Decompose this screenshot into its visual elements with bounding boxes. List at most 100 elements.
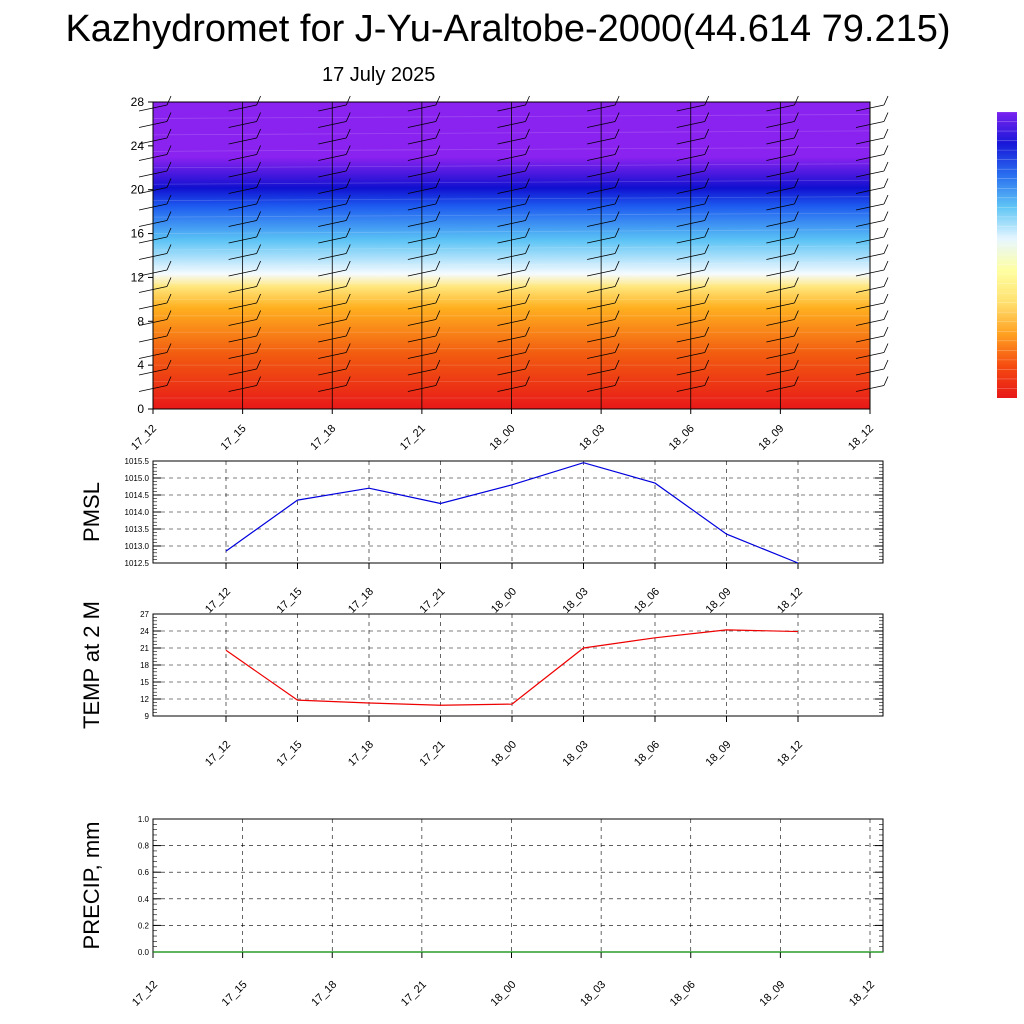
wind-barb-flag	[435, 244, 441, 254]
wind-barb-flag	[345, 194, 351, 205]
wind-barb-flag	[525, 128, 530, 139]
wind-barb-flag	[256, 145, 261, 155]
wind-barb-flag	[435, 293, 441, 304]
wind-barb-flag	[166, 343, 172, 353]
wind-barb-flag	[345, 326, 351, 337]
wind-barb-flag	[435, 95, 441, 106]
wind-barb-flag	[435, 277, 441, 287]
y-tick-label: 1.0	[138, 815, 150, 824]
wind-barb-flag	[614, 211, 620, 221]
wind-barb-flag	[435, 260, 441, 271]
x-tick-label: 18_00	[488, 423, 518, 453]
wind-barb-flag	[704, 244, 710, 254]
wind-barb-flag	[704, 178, 710, 188]
y-tick-label: 1014.0	[125, 508, 150, 517]
wind-barb-flag	[345, 359, 351, 370]
wind-barb-flag	[256, 211, 261, 221]
x-tick-label: 18_03	[577, 423, 607, 453]
wind-barb-flag	[525, 112, 530, 122]
wind-barb-flag	[704, 359, 710, 370]
wind-barb-flag	[435, 310, 441, 320]
wind-barb-flag	[883, 343, 889, 353]
wind-barb-flag	[704, 194, 710, 205]
wind-barb-flag	[525, 376, 530, 386]
y-axis-label: PRECIP, mm	[79, 822, 104, 950]
wind-barb-flag	[614, 326, 620, 337]
wind-barb-flag	[525, 95, 530, 106]
wind-barb-flag	[435, 161, 441, 172]
x-tick-label: 17_21	[418, 586, 448, 616]
y-tick-label: 0.6	[138, 868, 150, 877]
wind-barb-flag	[345, 112, 351, 122]
wind-barb-flag	[166, 359, 172, 370]
wind-barb-flag	[614, 194, 620, 205]
wind-barb-flag	[166, 376, 172, 386]
wind-barb-flag	[345, 211, 351, 221]
wind-barb-flag	[256, 376, 261, 386]
wind-barb-flag	[704, 376, 710, 386]
wind-barb-flag	[794, 194, 799, 205]
wind-barb-flag	[256, 227, 261, 238]
wind-barb-flag	[794, 211, 799, 221]
wind-barb-flag	[704, 161, 710, 172]
wind-barb-flag	[166, 211, 172, 221]
y-axis-label: TEMP at 2 M	[79, 601, 104, 729]
wind-barb-flag	[883, 376, 889, 386]
wind-barb-flag	[166, 310, 172, 320]
wind-barb-flag	[525, 161, 530, 172]
y-tick-label: 28	[131, 95, 145, 109]
wind-barb-flag	[256, 112, 261, 122]
x-tick-label: 17_21	[398, 423, 428, 453]
wind-barb-flag	[794, 343, 799, 353]
x-tick-label: 18_06	[668, 979, 698, 1009]
wind-barb-flag	[435, 145, 441, 155]
wind-barb-flag	[614, 293, 620, 304]
temp-panel: 9 12 15 18 21 24 27 17_12 17_15 17_18 17_21 18_00 18…	[79, 601, 884, 769]
wind-barb-flag	[166, 95, 172, 106]
wind-barb-flag	[704, 145, 710, 155]
x-tick-label: 18_12	[847, 979, 877, 1009]
x-tick-label: 18_06	[632, 739, 662, 769]
wind-barb-flag	[166, 244, 172, 254]
wind-barb-flag	[525, 194, 530, 205]
chart-date: 17 July 2025	[322, 64, 436, 86]
wind-barb-flag	[166, 277, 172, 287]
wind-barb-flag	[704, 326, 710, 337]
wind-barb-flag	[435, 178, 441, 188]
wind-barb-flag	[345, 260, 351, 271]
wind-barb-flag	[435, 112, 441, 122]
wind-barb-flag	[614, 376, 620, 386]
wind-barb-flag	[704, 227, 710, 238]
wind-barb-flag	[794, 95, 799, 106]
wind-barb-flag	[166, 161, 172, 172]
wind-barb-flag	[794, 310, 799, 320]
y-tick-label: 1015.0	[125, 474, 150, 483]
wind-barb-flag	[525, 211, 530, 221]
wind-barb-flag	[704, 260, 710, 271]
wind-barb-flag	[525, 244, 530, 254]
wind-barb-flag	[883, 178, 889, 188]
y-tick-label: 0.0	[138, 948, 150, 957]
wind-barb-flag	[435, 376, 441, 386]
x-tick-label: 18_03	[561, 739, 591, 769]
wind-barb-flag	[794, 178, 799, 188]
wind-barb-flag	[704, 112, 710, 122]
wind-barb-flag	[256, 128, 261, 139]
wind-barb-flag	[704, 310, 710, 320]
wind-barb-flag	[883, 145, 889, 155]
x-tick-label: 17_18	[346, 586, 376, 616]
wind-barb-flag	[614, 244, 620, 254]
wind-barb-flag	[345, 310, 351, 320]
wind-barb-flag	[883, 244, 889, 254]
wind-barb-flag	[345, 178, 351, 188]
wind-barb-flag	[525, 227, 530, 238]
x-tick-label: 18_00	[489, 739, 519, 769]
x-tick-label: 18_06	[632, 586, 662, 616]
wind-barb-flag	[704, 343, 710, 353]
y-tick-label: 24	[140, 627, 149, 636]
wind-barb-flag	[525, 310, 530, 320]
x-tick-label: 18_09	[704, 739, 734, 769]
x-tick-label: 18_03	[578, 979, 608, 1009]
wind-barb-flag	[794, 112, 799, 122]
